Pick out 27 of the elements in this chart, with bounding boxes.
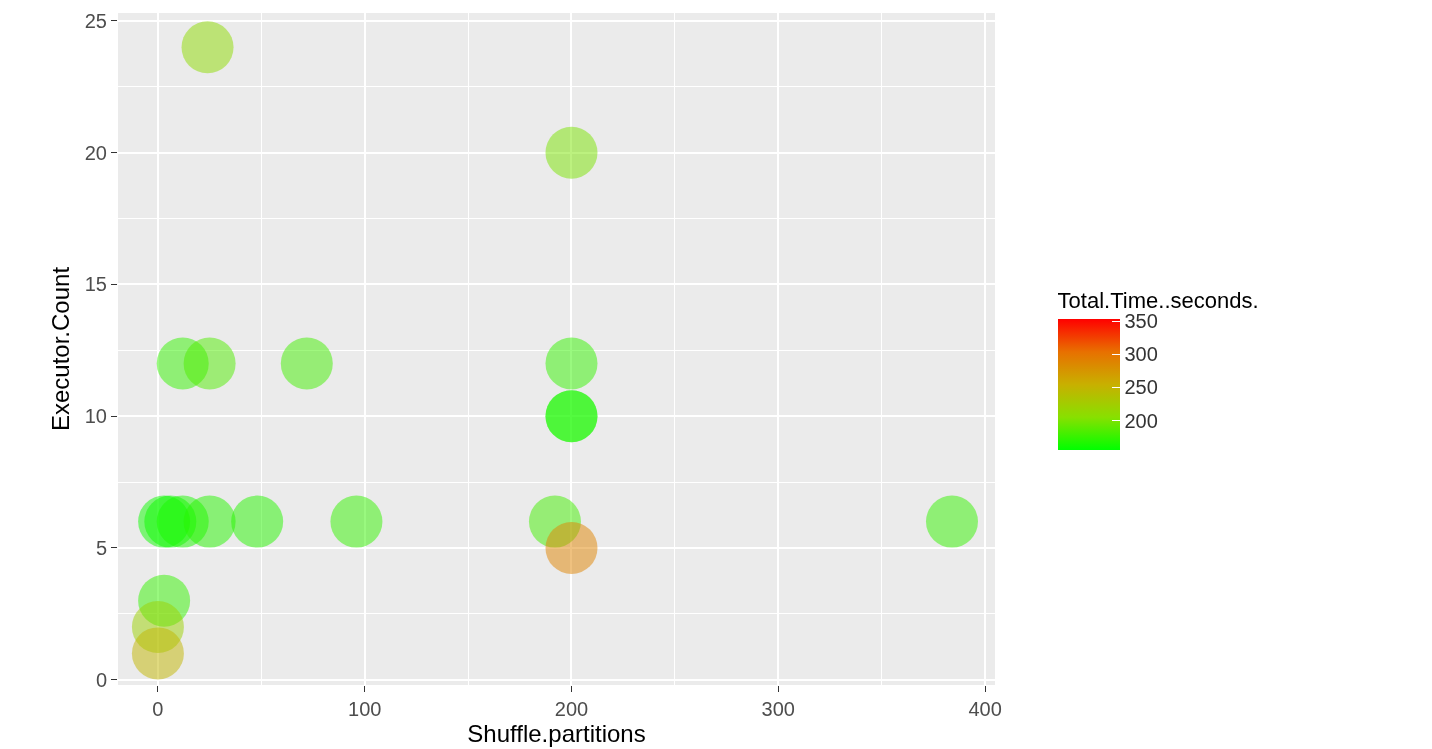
x-tick-label: 300 [761, 698, 795, 720]
point [545, 337, 598, 390]
point [183, 495, 236, 548]
point [280, 337, 333, 390]
y-tick-label: 5 [95, 536, 107, 559]
y-axis-title: Executor.Count [46, 266, 74, 432]
point [131, 627, 184, 680]
y-tick-label: 20 [84, 141, 107, 164]
point [330, 495, 383, 548]
x-tick-label: 100 [348, 698, 382, 720]
point [545, 126, 598, 179]
point [926, 495, 978, 548]
y-tick-label: 25 [84, 9, 107, 32]
x-tick-label: 200 [554, 698, 589, 720]
point [181, 21, 234, 74]
x-tick-label: 400 [968, 698, 1002, 720]
color-bar-label: 200 [1124, 409, 1158, 432]
x-tick-label: 0 [152, 698, 164, 720]
y-tick-label: 10 [84, 405, 107, 428]
color-bar-label: 300 [1124, 343, 1158, 366]
x-axis-title: Shuffle.partitions [467, 720, 646, 747]
point [545, 521, 598, 574]
color-bar-label: 250 [1124, 376, 1158, 399]
y-tick-label: 15 [84, 273, 107, 296]
point [231, 495, 284, 548]
point [183, 337, 236, 390]
y-tick-label: 0 [95, 668, 107, 691]
